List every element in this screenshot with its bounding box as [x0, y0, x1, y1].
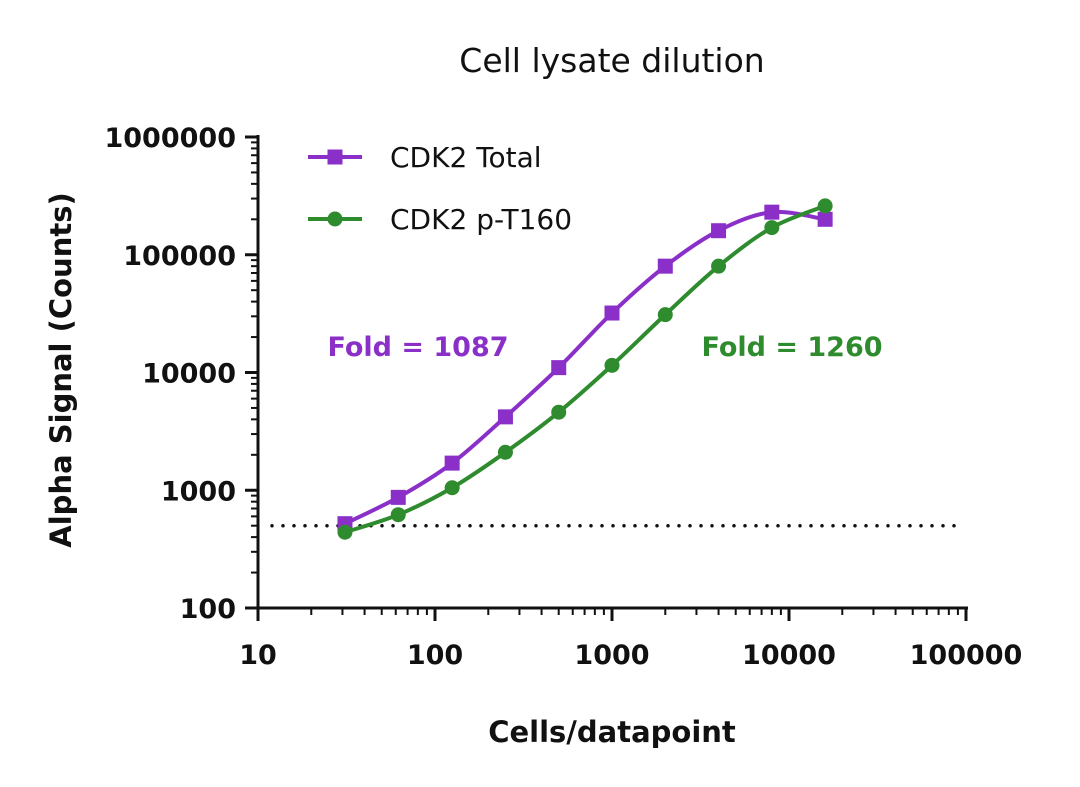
legend-label-cdk2-total: CDK2 Total	[390, 141, 542, 174]
chart-title: Cell lysate dilution	[459, 41, 764, 80]
data-point-cdk2-total	[444, 455, 460, 471]
fold-annotation-cdk2-total: Fold = 1087	[327, 332, 508, 363]
legend-marker-cdk2-total	[327, 149, 343, 165]
x-tick-label: 10	[239, 640, 277, 671]
fold-annotation-cdk2-p-t160: Fold = 1260	[701, 332, 882, 363]
axes: 10 100 1000 10000 10000010010001000010000010…	[104, 123, 1022, 671]
y-tick-label: 1000	[161, 476, 236, 507]
data-point-cdk2-total	[390, 489, 406, 505]
series-cdk2-total	[337, 204, 833, 532]
legend-label-cdk2-p-t160: CDK2 p-T160	[390, 203, 572, 236]
data-point-cdk2-p-t160	[604, 357, 620, 373]
data-point-cdk2-p-t160	[390, 507, 406, 523]
x-tick-label: 100	[407, 640, 463, 671]
data-point-cdk2-p-t160	[444, 480, 460, 496]
x-tick-label: 10000	[742, 640, 836, 671]
y-tick-label: 100000	[123, 241, 236, 272]
data-point-cdk2-total	[497, 409, 513, 425]
data-point-cdk2-total	[711, 223, 727, 239]
y-tick-label: 100	[180, 594, 236, 625]
data-point-cdk2-p-t160	[497, 444, 513, 460]
data-point-cdk2-p-t160	[817, 198, 833, 214]
data-point-cdk2-total	[657, 258, 673, 274]
data-point-cdk2-p-t160	[711, 258, 727, 274]
legend: CDK2 Total CDK2 p-T160	[308, 141, 572, 236]
x-tick-label: 1000	[574, 640, 649, 671]
data-point-cdk2-p-t160	[551, 404, 567, 420]
data-point-cdk2-total	[604, 305, 620, 321]
data-point-cdk2-p-t160	[764, 220, 780, 236]
data-point-cdk2-total	[817, 211, 833, 227]
data-point-cdk2-total	[764, 204, 780, 220]
series-line-cdk2-total	[344, 209, 826, 526]
data-point-cdk2-total	[551, 360, 567, 376]
x-axis-label: Cells/datapoint	[488, 715, 736, 749]
x-tick-label: 100000	[910, 640, 1023, 671]
y-tick-label: 1000000	[104, 123, 236, 154]
data-point-cdk2-p-t160	[337, 524, 353, 540]
y-axis-label: Alpha Signal (Counts)	[44, 192, 78, 547]
series-layer	[337, 198, 833, 540]
series-line-cdk2-p-t160	[344, 204, 826, 535]
legend-marker-cdk2-p-t160	[327, 211, 343, 227]
series-cdk2-p-t160	[337, 198, 833, 540]
data-point-cdk2-p-t160	[657, 307, 673, 323]
y-tick-label: 10000	[142, 359, 236, 390]
